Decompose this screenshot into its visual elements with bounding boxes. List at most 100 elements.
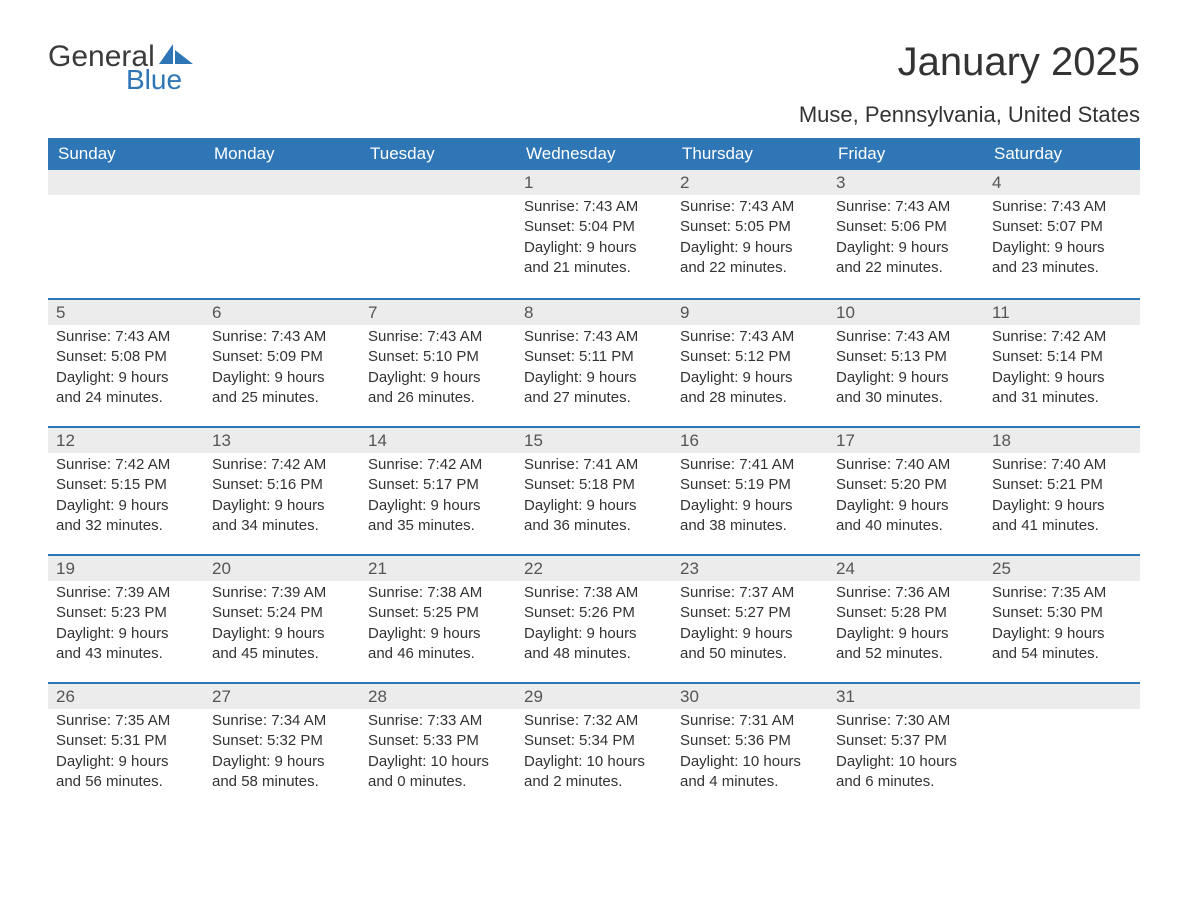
daylight2-text: and 32 minutes. [56,516,196,536]
calendar-day-cell: 21Sunrise: 7:38 AMSunset: 5:25 PMDayligh… [360,554,516,682]
sunset-text: Sunset: 5:10 PM [368,347,508,367]
sunrise-text: Sunrise: 7:33 AM [368,711,508,731]
daylight1-text: Daylight: 9 hours [680,496,820,516]
calendar-day-cell: 14Sunrise: 7:42 AMSunset: 5:17 PMDayligh… [360,426,516,554]
daylight1-text: Daylight: 9 hours [368,368,508,388]
day-number: 4 [984,170,1140,195]
day-content: Sunrise: 7:41 AMSunset: 5:19 PMDaylight:… [672,453,828,544]
sunrise-text: Sunrise: 7:43 AM [680,197,820,217]
day-number: 7 [360,300,516,325]
calendar-day-cell: 13Sunrise: 7:42 AMSunset: 5:16 PMDayligh… [204,426,360,554]
day-header: Tuesday [360,138,516,170]
day-header: Monday [204,138,360,170]
day-number: 8 [516,300,672,325]
sunset-text: Sunset: 5:16 PM [212,475,352,495]
sunset-text: Sunset: 5:27 PM [680,603,820,623]
daylight1-text: Daylight: 9 hours [836,368,976,388]
day-header: Sunday [48,138,204,170]
day-header: Thursday [672,138,828,170]
day-content: Sunrise: 7:43 AMSunset: 5:10 PMDaylight:… [360,325,516,416]
calendar-week-row: 5Sunrise: 7:43 AMSunset: 5:08 PMDaylight… [48,298,1140,426]
calendar-day-cell: 26Sunrise: 7:35 AMSunset: 5:31 PMDayligh… [48,682,204,810]
sunrise-text: Sunrise: 7:43 AM [680,327,820,347]
daylight1-text: Daylight: 9 hours [212,624,352,644]
sunset-text: Sunset: 5:15 PM [56,475,196,495]
calendar-day-cell [48,170,204,298]
daylight1-text: Daylight: 9 hours [992,624,1132,644]
daylight1-text: Daylight: 9 hours [836,496,976,516]
daylight2-text: and 50 minutes. [680,644,820,664]
sunset-text: Sunset: 5:32 PM [212,731,352,751]
daylight2-text: and 52 minutes. [836,644,976,664]
calendar-day-cell: 2Sunrise: 7:43 AMSunset: 5:05 PMDaylight… [672,170,828,298]
sunrise-text: Sunrise: 7:42 AM [56,455,196,475]
sunset-text: Sunset: 5:06 PM [836,217,976,237]
day-number: 1 [516,170,672,195]
daylight2-text: and 26 minutes. [368,388,508,408]
day-content: Sunrise: 7:40 AMSunset: 5:20 PMDaylight:… [828,453,984,544]
calendar-day-cell: 1Sunrise: 7:43 AMSunset: 5:04 PMDaylight… [516,170,672,298]
sunrise-text: Sunrise: 7:43 AM [836,327,976,347]
daylight2-text: and 27 minutes. [524,388,664,408]
daylight1-text: Daylight: 9 hours [368,496,508,516]
sunrise-text: Sunrise: 7:43 AM [836,197,976,217]
day-number: 16 [672,428,828,453]
sunrise-text: Sunrise: 7:39 AM [212,583,352,603]
daylight1-text: Daylight: 10 hours [836,752,976,772]
day-content: Sunrise: 7:43 AMSunset: 5:06 PMDaylight:… [828,195,984,286]
calendar-day-cell: 29Sunrise: 7:32 AMSunset: 5:34 PMDayligh… [516,682,672,810]
daylight2-text: and 22 minutes. [836,258,976,278]
day-number: 27 [204,684,360,709]
day-number: 10 [828,300,984,325]
day-content: Sunrise: 7:40 AMSunset: 5:21 PMDaylight:… [984,453,1140,544]
day-number: 28 [360,684,516,709]
sunset-text: Sunset: 5:09 PM [212,347,352,367]
day-number: 14 [360,428,516,453]
calendar-day-cell: 31Sunrise: 7:30 AMSunset: 5:37 PMDayligh… [828,682,984,810]
day-number: 9 [672,300,828,325]
calendar-week-row: 26Sunrise: 7:35 AMSunset: 5:31 PMDayligh… [48,682,1140,810]
calendar-day-cell: 4Sunrise: 7:43 AMSunset: 5:07 PMDaylight… [984,170,1140,298]
calendar-day-cell: 12Sunrise: 7:42 AMSunset: 5:15 PMDayligh… [48,426,204,554]
day-content: Sunrise: 7:38 AMSunset: 5:26 PMDaylight:… [516,581,672,672]
daylight2-text: and 23 minutes. [992,258,1132,278]
sunrise-text: Sunrise: 7:43 AM [524,197,664,217]
calendar-day-cell: 10Sunrise: 7:43 AMSunset: 5:13 PMDayligh… [828,298,984,426]
daylight1-text: Daylight: 9 hours [836,624,976,644]
daylight2-text: and 46 minutes. [368,644,508,664]
calendar-day-cell: 15Sunrise: 7:41 AMSunset: 5:18 PMDayligh… [516,426,672,554]
day-number: 5 [48,300,204,325]
daylight2-text: and 54 minutes. [992,644,1132,664]
day-content: Sunrise: 7:38 AMSunset: 5:25 PMDaylight:… [360,581,516,672]
sunset-text: Sunset: 5:18 PM [524,475,664,495]
sunrise-text: Sunrise: 7:31 AM [680,711,820,731]
calendar-day-cell: 17Sunrise: 7:40 AMSunset: 5:20 PMDayligh… [828,426,984,554]
daylight2-text: and 34 minutes. [212,516,352,536]
calendar-day-cell: 28Sunrise: 7:33 AMSunset: 5:33 PMDayligh… [360,682,516,810]
sunrise-text: Sunrise: 7:43 AM [992,197,1132,217]
daylight1-text: Daylight: 9 hours [524,238,664,258]
day-content: Sunrise: 7:37 AMSunset: 5:27 PMDaylight:… [672,581,828,672]
day-content: Sunrise: 7:35 AMSunset: 5:30 PMDaylight:… [984,581,1140,672]
daylight2-text: and 35 minutes. [368,516,508,536]
day-number: 24 [828,556,984,581]
day-number: 11 [984,300,1140,325]
calendar-day-cell: 7Sunrise: 7:43 AMSunset: 5:10 PMDaylight… [360,298,516,426]
daylight2-text: and 40 minutes. [836,516,976,536]
header: General Blue January 2025 [48,40,1140,96]
day-content: Sunrise: 7:43 AMSunset: 5:11 PMDaylight:… [516,325,672,416]
calendar-day-cell: 8Sunrise: 7:43 AMSunset: 5:11 PMDaylight… [516,298,672,426]
sunrise-text: Sunrise: 7:43 AM [212,327,352,347]
sunrise-text: Sunrise: 7:38 AM [368,583,508,603]
daylight1-text: Daylight: 9 hours [992,238,1132,258]
calendar-day-cell: 9Sunrise: 7:43 AMSunset: 5:12 PMDaylight… [672,298,828,426]
sunset-text: Sunset: 5:20 PM [836,475,976,495]
daylight1-text: Daylight: 9 hours [524,624,664,644]
daylight2-text: and 4 minutes. [680,772,820,792]
day-content: Sunrise: 7:42 AMSunset: 5:17 PMDaylight:… [360,453,516,544]
calendar-day-cell [360,170,516,298]
sunset-text: Sunset: 5:23 PM [56,603,196,623]
day-number: 19 [48,556,204,581]
calendar-day-cell: 27Sunrise: 7:34 AMSunset: 5:32 PMDayligh… [204,682,360,810]
daylight1-text: Daylight: 9 hours [212,368,352,388]
